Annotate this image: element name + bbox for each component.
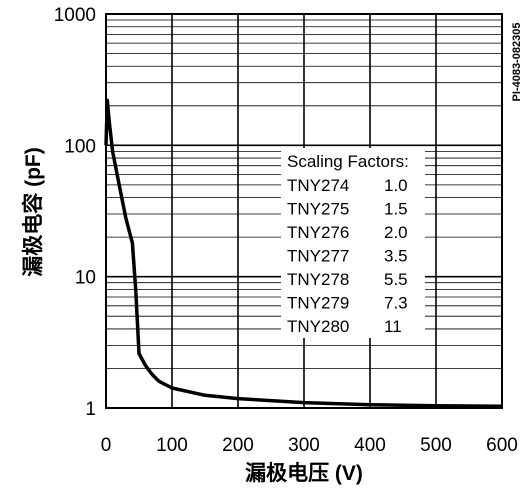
x-axis-title: 漏极电压 (V)	[245, 461, 363, 485]
x-tick-label: 400	[354, 435, 386, 456]
x-tick-label: 200	[222, 435, 254, 456]
legend-scaling-factor: 2.0	[384, 223, 408, 242]
y-tick-label: 10	[75, 268, 96, 289]
legend-part-number: TNY278	[287, 270, 349, 289]
scaling-factors-title: Scaling Factors:	[287, 152, 409, 171]
legend-scaling-factor: 7.3	[384, 294, 408, 313]
x-tick-label: 600	[486, 435, 518, 456]
y-tick-label: 100	[64, 136, 96, 157]
plot-frame	[105, 13, 503, 409]
x-tick-label: 500	[420, 435, 452, 456]
legend-part-number: TNY274	[287, 176, 349, 195]
legend-part-number: TNY280	[287, 317, 349, 336]
figure-id-watermark: PI-4083-082305	[511, 23, 523, 102]
legend-part-number: TNY279	[287, 294, 349, 313]
scaling-factors-legend: Scaling Factors: TNY274 1.0 TNY275 1.5 TNY27…	[287, 152, 409, 336]
legend-scaling-factor: 11	[384, 317, 402, 336]
y-tick-label: 1	[85, 399, 96, 420]
x-tick-label: 0	[101, 435, 112, 456]
x-tick-label: 100	[156, 435, 188, 456]
y-tick-label: 1000	[54, 5, 96, 26]
legend-part-number: TNY275	[287, 200, 349, 219]
legend-scaling-factor: 5.5	[384, 270, 408, 289]
legend-scaling-factor: 3.5	[384, 247, 408, 266]
legend-scaling-factor: 1.5	[384, 200, 408, 219]
scaling-factors-box	[281, 148, 425, 338]
legend-part-number: TNY277	[287, 247, 349, 266]
x-tick-label: 300	[288, 435, 320, 456]
y-tick-labels: 1 10 100 1000	[54, 5, 96, 420]
legend-scaling-factor: 1.0	[384, 176, 408, 195]
x-tick-labels: 0 100 200 300 400 500 600	[101, 435, 518, 456]
capacitance-curve	[104, 98, 503, 409]
y-axis-title: 漏极电容 (pF)	[21, 147, 45, 276]
legend-part-number: TNY276	[287, 223, 349, 242]
